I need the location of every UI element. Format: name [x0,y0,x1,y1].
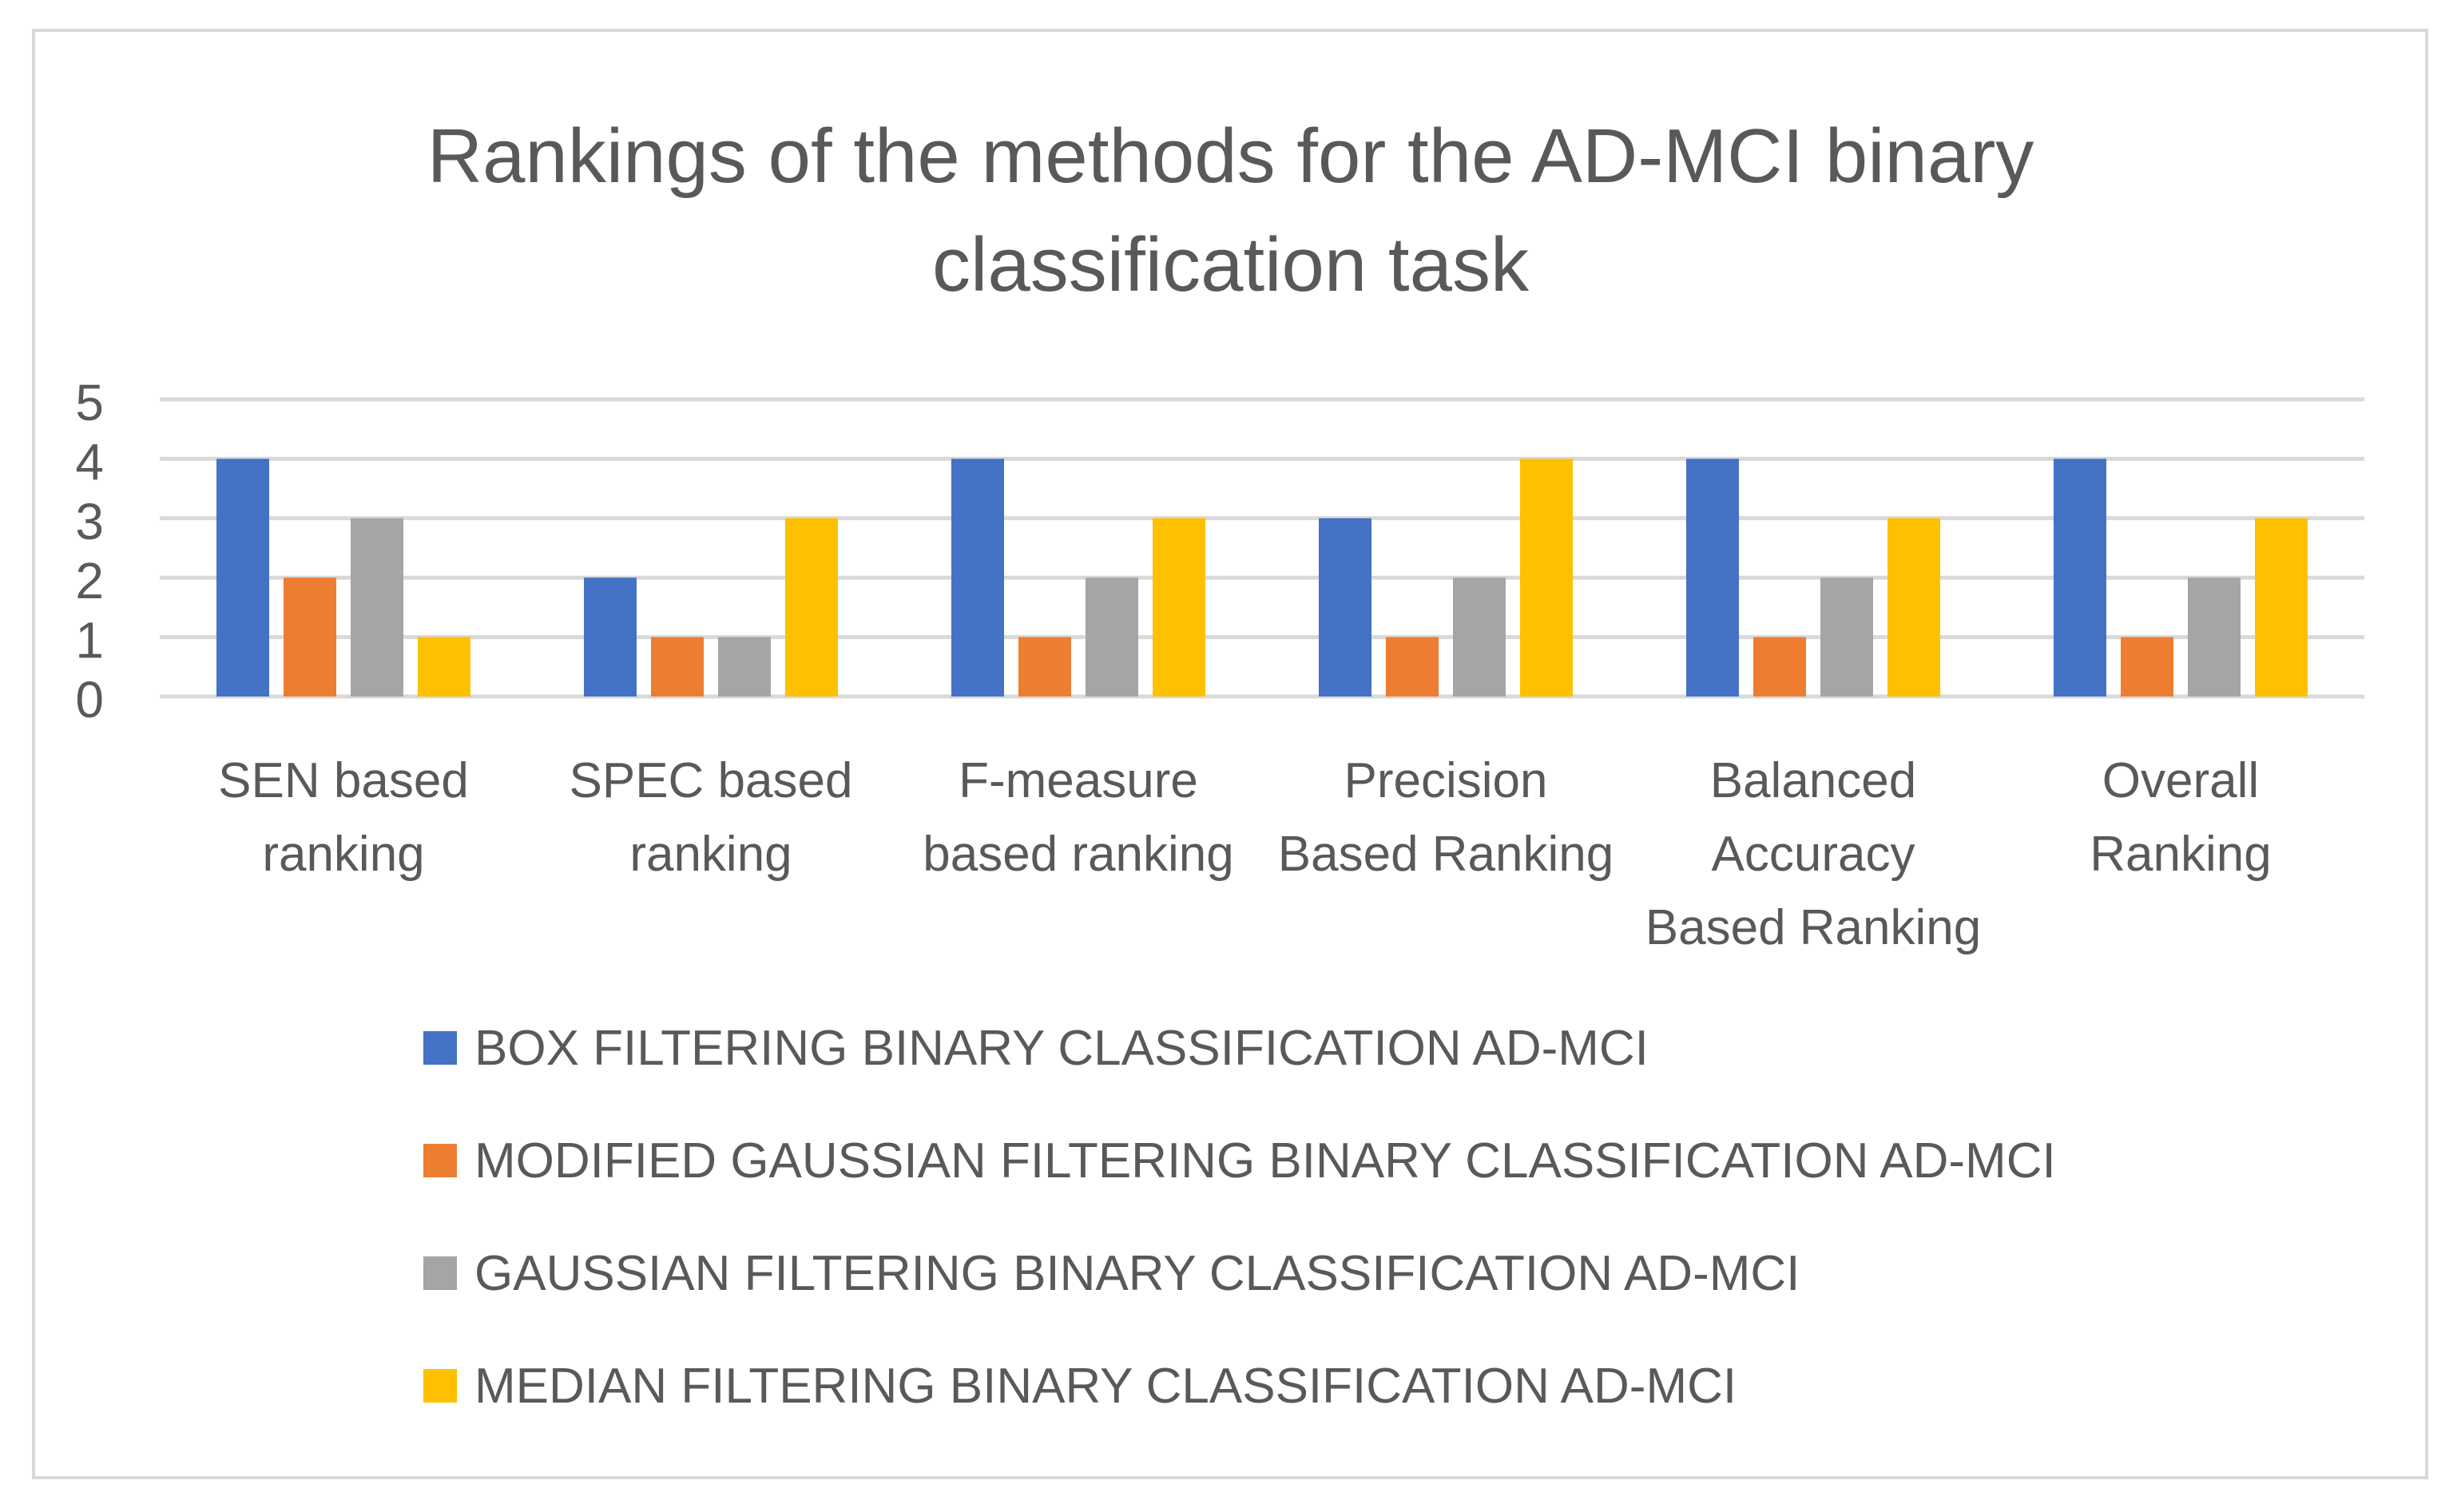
legend-swatch [423,1256,457,1290]
bar-series-1-category-2 [584,577,637,696]
bar-series-4-category-4 [1520,458,1573,696]
x-category-label-line: Accuracy [1712,827,1915,882]
chart-title-line-2: classification task [932,222,1529,308]
legend-label: GAUSSIAN FILTERING BINARY CLASSIFICATION… [474,1245,1800,1301]
bar-series-1-category-5 [1686,458,1739,696]
x-category-label-line: Based Ranking [1645,900,1982,955]
bar-series-3-category-2 [718,637,771,696]
y-tick-label: 3 [75,493,104,550]
legend-label: MODIFIED GAUSSIAN FILTERING BINARY CLASS… [474,1133,2056,1189]
y-tick-label: 2 [75,552,104,609]
bar-series-3-category-6 [2188,577,2241,696]
x-category-label-line: Precision [1344,753,1548,808]
bar-series-2-category-6 [2121,637,2173,696]
gridlines [160,397,2364,699]
bars [216,458,2308,696]
legend-swatch [423,1031,457,1065]
bar-series-3-category-3 [1086,577,1138,696]
chart-frame [32,29,2428,1479]
bar-series-4-category-3 [1153,518,1205,696]
bar-series-4-category-2 [785,518,838,696]
x-category-label-line: Overall [2102,753,2259,808]
legend-label: BOX FILTERING BINARY CLASSIFICATION AD-M… [474,1020,1649,1076]
x-category-label-line: ranking [629,827,792,882]
bar-series-4-category-5 [1887,518,1940,696]
legend-item-3: GAUSSIAN FILTERING BINARY CLASSIFICATION… [423,1241,1800,1305]
legend-swatch [423,1369,457,1403]
x-category-label-line: Balanced [1710,753,1917,808]
bar-series-2-category-4 [1386,637,1439,696]
x-category-label-line: SEN based [218,753,469,808]
bar-series-4-category-1 [418,637,470,696]
bar-series-4-category-6 [2255,518,2308,696]
bar-series-2-category-1 [284,577,336,696]
x-category-label-line: Based Ranking [1278,827,1614,882]
bar-series-3-category-5 [1820,577,1873,696]
bar-series-2-category-3 [1018,637,1071,696]
bar-series-3-category-1 [351,518,403,696]
legend-item-2: MODIFIED GAUSSIAN FILTERING BINARY CLASS… [423,1129,2056,1193]
x-category-label-line: ranking [262,827,424,882]
legend-swatch [423,1144,457,1177]
bar-series-1-category-1 [216,458,269,696]
bar-series-2-category-2 [651,637,704,696]
x-category-label-line: Ranking [2090,827,2271,882]
y-tick-label: 4 [75,433,104,490]
x-axis-category-labels: SEN based ranking SPEC based ranking F-measu… [218,753,2272,955]
y-tick-label: 1 [75,612,104,669]
y-tick-label: 5 [75,374,104,431]
legend-item-4: MEDIAN FILTERING BINARY CLASSIFICATION A… [423,1354,1737,1418]
chart-title-line-1: Rankings of the methods for the AD-MCI b… [427,113,2034,199]
bar-series-1-category-4 [1319,518,1371,696]
y-tick-label: 0 [75,671,104,728]
legend-label: MEDIAN FILTERING BINARY CLASSIFICATION A… [474,1358,1737,1414]
legend-item-1: BOX FILTERING BINARY CLASSIFICATION AD-M… [423,1016,1649,1080]
bar-series-1-category-3 [951,458,1004,696]
bar-series-2-category-5 [1753,637,1806,696]
bar-series-3-category-4 [1453,577,1506,696]
x-category-label-line: SPEC based [570,753,853,808]
x-category-label-line: based ranking [923,827,1234,882]
x-category-label-line: F-measure [959,753,1198,808]
chart-title: Rankings of the methods for the AD-MCI b… [0,102,2461,319]
bar-series-1-category-6 [2054,458,2106,696]
